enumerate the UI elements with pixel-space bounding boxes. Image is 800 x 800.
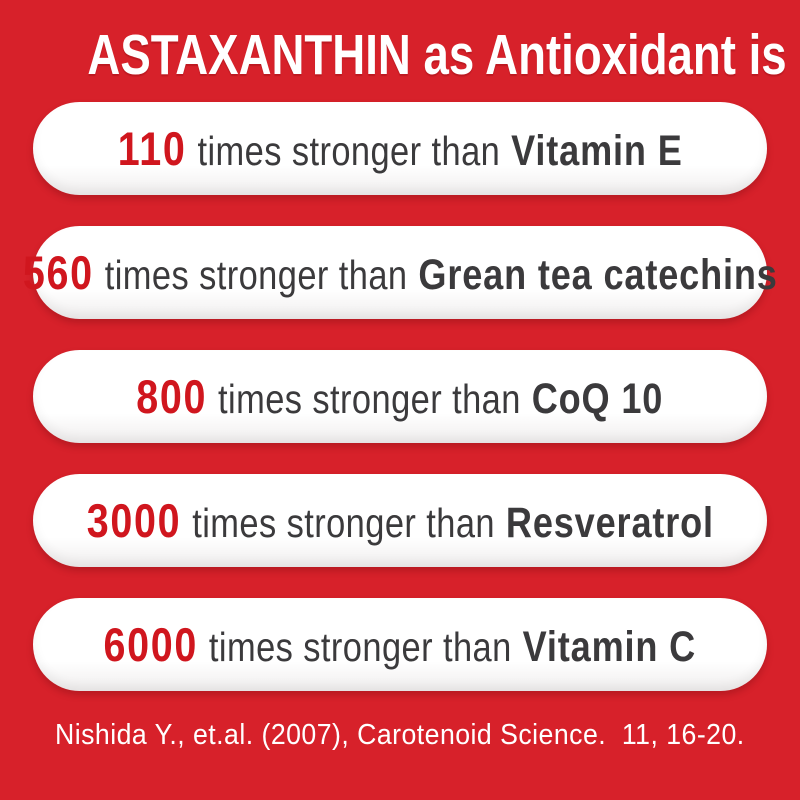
page-title-text: ASTAXANTHIN as Antioxidant is [87,23,787,87]
comparison-pill-coq10: 800 times stronger than CoQ 10 [33,350,767,443]
comparison-line: 800 times stronger than CoQ 10 [136,369,663,424]
multiplier-value: 3000 [86,494,181,547]
comparison-text: times stronger than [197,128,500,174]
multiplier-value: 6000 [103,618,199,671]
comparison-target: Vitamin E [510,127,683,175]
comparison-pill-vitamin-c: 6000 times stronger than Vitamin C [33,598,767,691]
citation: Nishida Y., et.al. (2007), Carotenoid Sc… [0,719,800,752]
page-title: ASTAXANTHIN as Antioxidant is [0,16,800,94]
multiplier-value: 110 [117,122,187,175]
comparison-text: times stronger than [209,624,512,670]
multiplier-value: 800 [136,370,208,423]
comparison-target: Vitamin C [522,623,697,671]
comparison-pill-resveratrol: 3000 times stronger than Resveratrol [33,474,767,567]
comparison-line: 110 times stronger than Vitamin E [118,121,683,176]
comparison-list: 110 times stronger than Vitamin E 560 ti… [23,102,777,691]
comparison-target: CoQ 10 [532,375,664,423]
comparison-text: times stronger than [191,500,495,546]
citation-text: Nishida Y., et.al. (2007), Carotenoid Sc… [55,719,745,751]
comparison-text: times stronger than [104,252,408,298]
comparison-target: Grean tea catechins [418,251,778,299]
comparison-pill-vitamin-e: 110 times stronger than Vitamin E [33,102,767,195]
comparison-target: Resveratrol [505,499,714,547]
comparison-pill-green-tea: 560 times stronger than Grean tea catech… [23,226,777,319]
comparison-line: 3000 times stronger than Resveratrol [86,493,713,548]
comparison-text: times stronger than [218,376,522,422]
comparison-line: 560 times stronger than Grean tea catech… [23,245,778,300]
multiplier-value: 560 [22,246,94,299]
comparison-line: 6000 times stronger than Vitamin C [104,617,697,672]
